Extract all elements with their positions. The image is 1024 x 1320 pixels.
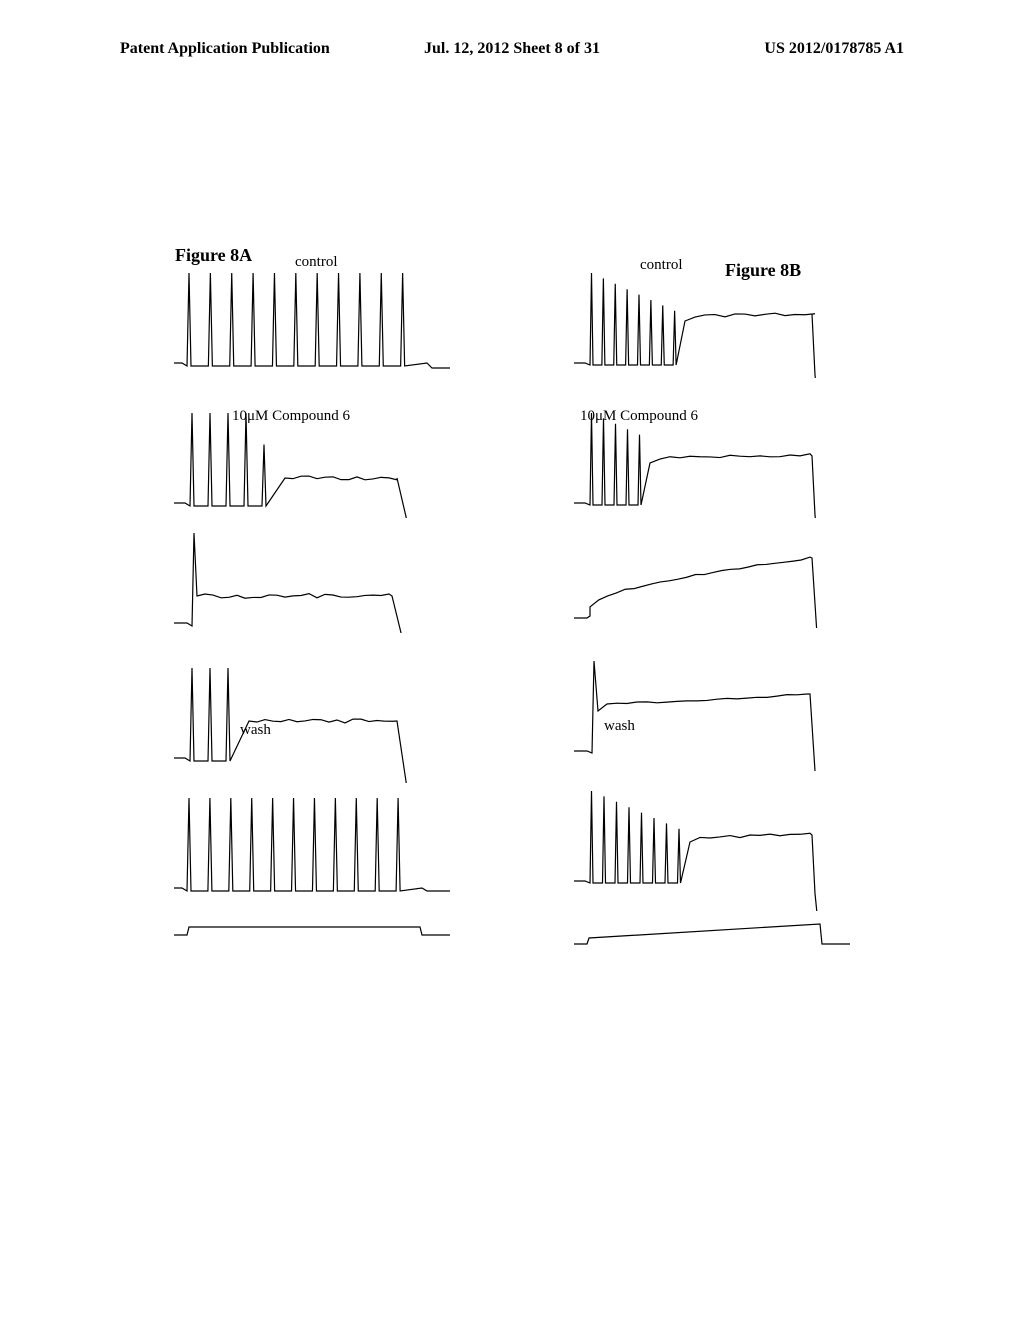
trace-svg bbox=[142, 793, 482, 903]
trace-svg bbox=[142, 268, 482, 378]
header-left: Patent Application Publication bbox=[120, 40, 330, 58]
header-right: US 2012/0178785 A1 bbox=[764, 40, 904, 58]
trace-svg bbox=[542, 528, 882, 628]
trace-svg bbox=[542, 268, 882, 378]
trace-svg bbox=[542, 916, 882, 951]
trace-svg bbox=[542, 781, 882, 911]
trace-svg bbox=[542, 408, 882, 518]
figure-8b-column bbox=[542, 240, 882, 951]
trace-svg bbox=[542, 656, 882, 771]
trace-svg bbox=[142, 408, 482, 518]
trace-svg bbox=[142, 915, 482, 945]
header-center: Jul. 12, 2012 Sheet 8 of 31 bbox=[424, 40, 600, 58]
figure-8a-column bbox=[142, 240, 482, 951]
trace-svg bbox=[142, 663, 482, 783]
trace-svg bbox=[142, 528, 482, 633]
